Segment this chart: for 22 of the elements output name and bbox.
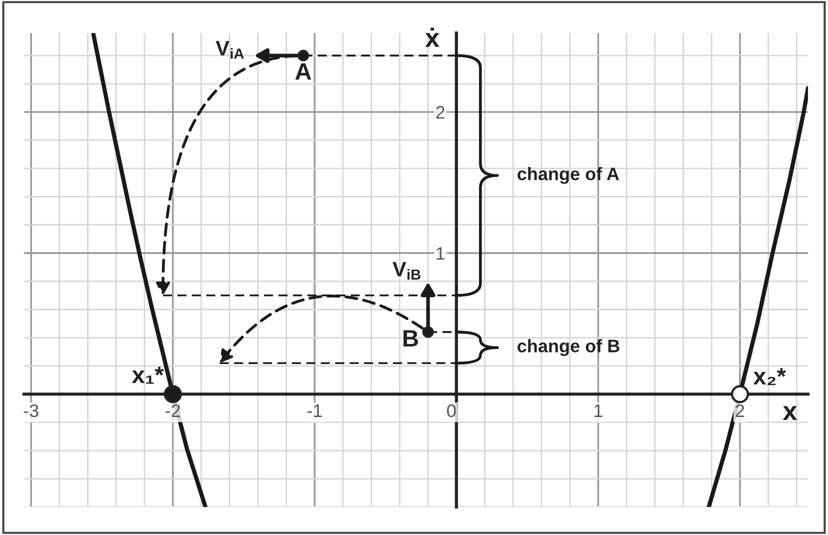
point: [298, 50, 310, 62]
annotation: x₁*: [132, 366, 164, 384]
annotation: change of B: [518, 339, 620, 356]
point: [164, 385, 182, 404]
x-tick-label: -3: [24, 404, 38, 418]
x-tick-label: 1: [594, 404, 602, 417]
annotation: B: [404, 330, 418, 347]
x-axis-title: x: [782, 406, 798, 420]
line-series: [706, 86, 808, 507]
annotation: V$_{iB}$: [392, 262, 420, 280]
annotation: x₂*: [753, 368, 786, 386]
x-tick-label: -2: [166, 404, 180, 417]
annotation: A: [295, 63, 312, 80]
point: [422, 326, 434, 338]
line-series: [91, 33, 208, 507]
x-tick-label: 0: [447, 404, 456, 418]
annotation: V$_{iA}$: [216, 41, 244, 59]
point: [730, 385, 749, 404]
y-axis-title: ẋ: [425, 28, 440, 47]
x-tick-label: -1: [307, 404, 322, 417]
annotation: change of A: [518, 167, 620, 184]
x-tick-label: 2: [736, 404, 744, 417]
